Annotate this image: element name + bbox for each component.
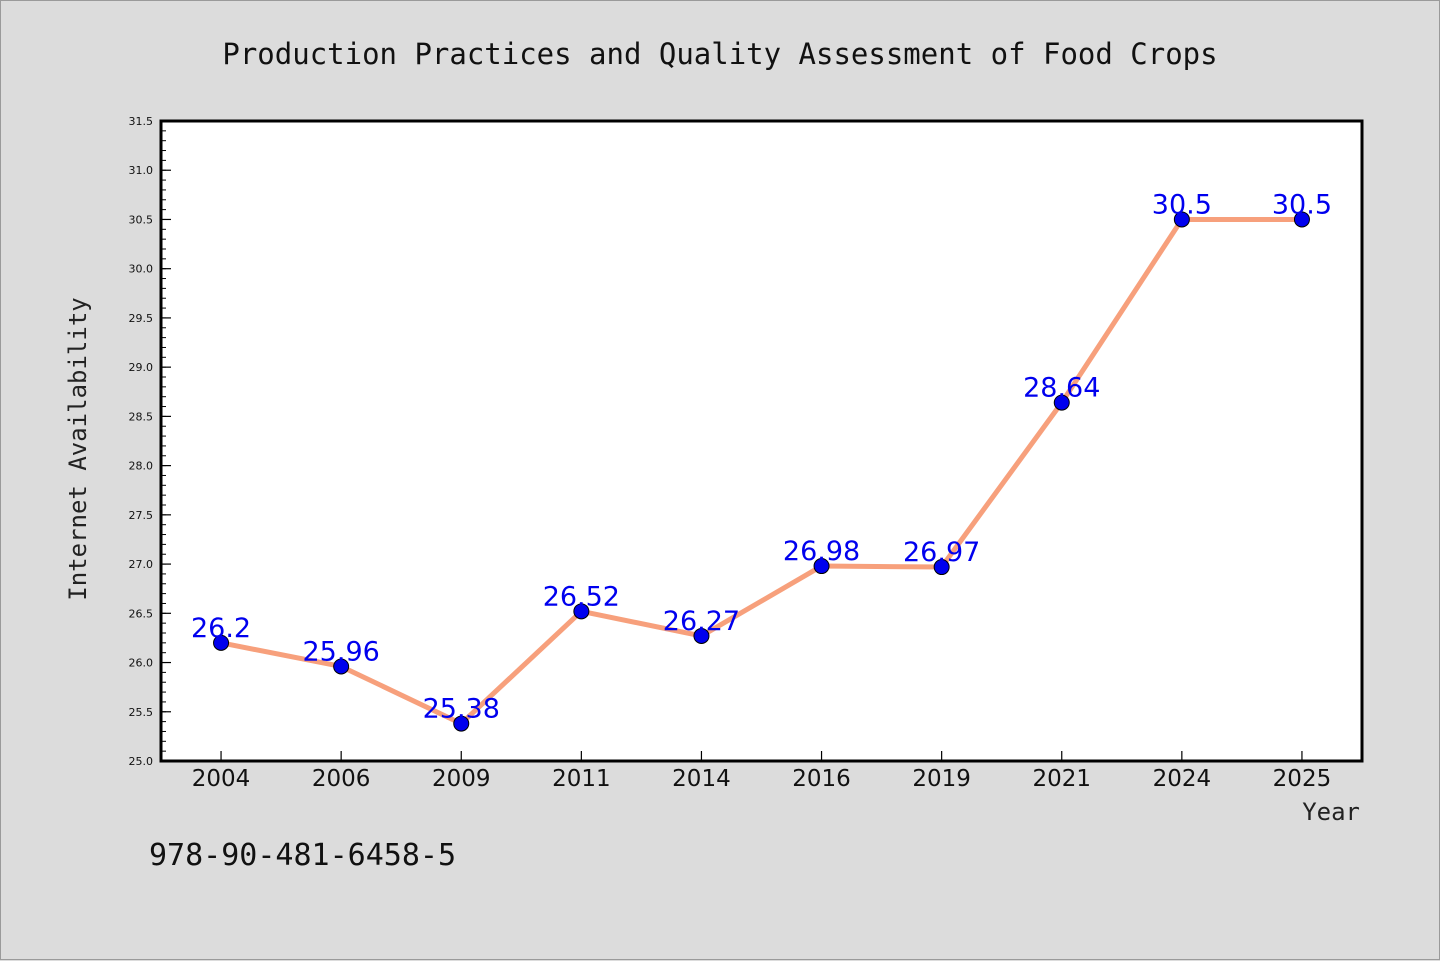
data-labels: 26.2 25.96 25.38 26.52 26.27 26.98 26.97 28.64 3… — [191, 189, 1332, 724]
x-tick-label: 2025 — [1273, 766, 1332, 792]
x-axis-label: Year — [1302, 798, 1360, 826]
data-point — [1173, 211, 1190, 228]
plot-area — [161, 121, 1362, 761]
data-points — [213, 211, 1310, 732]
data-point — [813, 558, 830, 575]
data-point — [933, 559, 950, 576]
y-tick-label: 29.5 — [129, 312, 154, 325]
y-axis-label: Internet Availability — [64, 297, 92, 600]
data-label: 30.5 — [1152, 189, 1212, 220]
y-tick-label: 26.0 — [129, 657, 154, 670]
chart-title: Production Practices and Quality Assessm… — [222, 37, 1217, 71]
data-label: 30.5 — [1272, 189, 1332, 220]
x-tick-label: 2021 — [1032, 766, 1091, 792]
data-label: 26.52 — [543, 581, 620, 612]
y-tick-label: 30.0 — [129, 263, 154, 276]
data-point — [333, 658, 350, 675]
data-point — [1293, 211, 1310, 228]
y-axis: 25.0 25.5 26.0 26.5 27.0 27.5 28.0 28.5 29.0 29.5… — [129, 115, 171, 768]
data-label: 26.98 — [783, 536, 860, 567]
x-tick-label: 2004 — [192, 766, 251, 792]
y-tick-label: 29.0 — [129, 361, 154, 374]
x-tick-label: 2009 — [432, 766, 491, 792]
footnote-isbn: 978-90-481-6458-5 — [149, 838, 456, 873]
data-point — [453, 715, 470, 732]
y-tick-label: 31.5 — [129, 115, 154, 128]
plot-frame — [159, 119, 1364, 763]
series-line — [218, 216, 1305, 727]
y-tick-label: 28.5 — [129, 410, 154, 423]
x-tick-label: 2006 — [312, 766, 371, 792]
data-label: 26.27 — [663, 606, 740, 637]
x-tick-label: 2016 — [792, 766, 851, 792]
series-line-group — [218, 216, 1305, 727]
data-point — [693, 627, 710, 644]
data-label: 26.2 — [191, 613, 251, 644]
x-tick-label: 2024 — [1153, 766, 1212, 792]
y-tick-label: 25.0 — [129, 755, 154, 768]
data-point — [213, 634, 230, 651]
y-tick-label: 31.0 — [129, 164, 154, 177]
x-tick-label: 2011 — [552, 766, 611, 792]
y-tick-label: 28.0 — [129, 460, 154, 473]
data-label: 25.38 — [423, 694, 500, 725]
y-tick-label: 25.5 — [129, 706, 154, 719]
data-point — [1053, 394, 1070, 411]
data-point — [573, 603, 590, 620]
data-label: 25.96 — [303, 636, 380, 667]
data-label: 26.97 — [903, 537, 980, 568]
y-tick-label: 27.0 — [129, 558, 154, 571]
x-axis: 2004 2006 2009 2011 2014 2016 2019 2021 2024 2025 — [192, 751, 1331, 792]
x-tick-label: 2014 — [672, 766, 731, 792]
y-tick-label: 26.5 — [129, 607, 154, 620]
y-tick-label: 30.5 — [129, 213, 154, 226]
x-tick-label: 2019 — [912, 766, 971, 792]
y-tick-label: 27.5 — [129, 509, 154, 522]
data-label: 28.64 — [1023, 373, 1100, 404]
